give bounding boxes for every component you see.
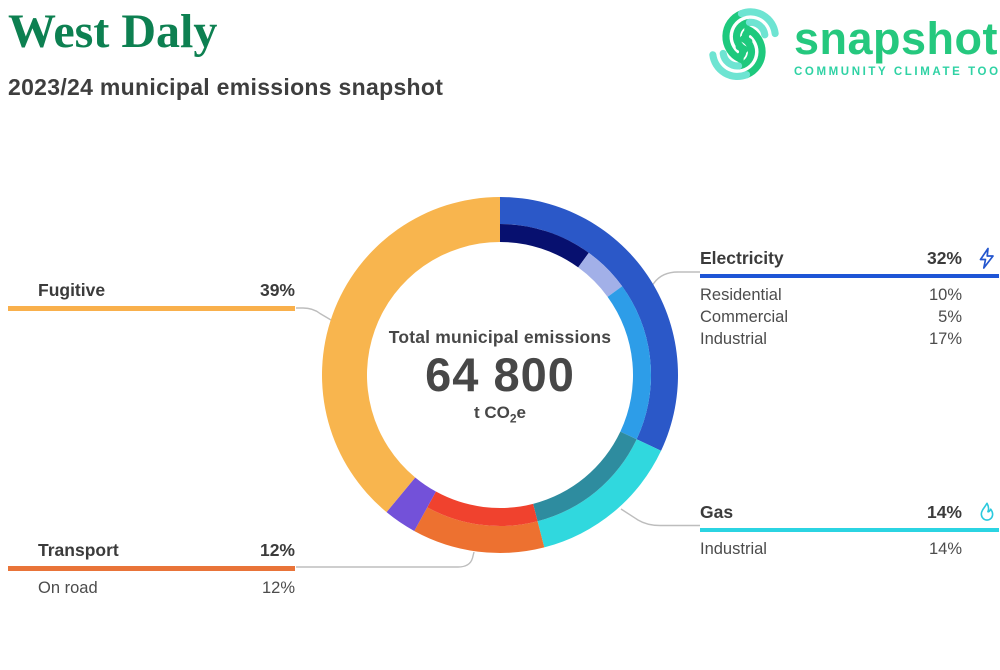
unit-subscript: 2	[509, 411, 517, 426]
legend-block-transport: Transport 12% On road 12%	[8, 538, 295, 599]
callout-line-transport	[296, 551, 475, 568]
legend-subrow: Industrial 14%	[700, 538, 962, 560]
legend-subrow: Commercial 5%	[700, 306, 962, 328]
legend-pct-electricity: 32%	[926, 247, 962, 268]
legend-rule-fugitive	[8, 306, 295, 311]
subrow-label: Residential	[700, 286, 782, 304]
legend-header-transport: Transport 12%	[8, 538, 295, 562]
unit-prefix: t CO	[473, 403, 510, 422]
legend-header-fugitive: Fugitive 39%	[8, 278, 295, 302]
donut-segment-fugitive[interactable]	[322, 197, 500, 513]
subrow-label: Industrial	[700, 540, 767, 558]
legend-label-fugitive: Fugitive	[38, 279, 106, 300]
subrow-label: On road	[38, 579, 98, 597]
donut-segment-other[interactable]	[386, 477, 436, 531]
subrow-value: 12%	[261, 579, 295, 597]
page-subtitle: 2023/24 municipal emissions snapshot	[8, 74, 444, 100]
legend-subrow: On road 12%	[38, 577, 295, 599]
donut-subsegment-on-road[interactable]	[427, 491, 538, 527]
legend-rule-transport	[8, 566, 295, 571]
snapshot-logo: snapshot COMMUNITY CLIMATE TOOL	[706, 4, 1000, 90]
callout-line-electricity	[648, 271, 700, 291]
legend-subrows-gas: Industrial 14%	[700, 538, 999, 560]
donut-subsegment-commercial[interactable]	[578, 252, 623, 297]
subrow-label: Commercial	[700, 308, 789, 326]
legend-subrows-transport: On road 12%	[8, 577, 295, 599]
subrow-value: 5%	[938, 308, 962, 326]
donut-segment-gas[interactable]	[537, 439, 662, 548]
donut-segment-transport[interactable]	[414, 507, 545, 554]
total-emissions-label: Total municipal emissions	[388, 327, 612, 347]
legend-header-gas: Gas 14%	[700, 500, 999, 524]
total-emissions-unit: t CO2e	[350, 403, 650, 425]
legend-subrows-electricity: Residential 10% Commercial 5% Industrial…	[700, 284, 999, 350]
legend-label-gas: Gas	[700, 501, 734, 522]
legend-block-fugitive: Fugitive 39%	[8, 278, 295, 311]
donut-subsegment-industrial[interactable]	[607, 286, 652, 440]
snapshot-logo-text: snapshot COMMUNITY CLIMATE TOOL	[794, 4, 1000, 78]
legend-header-electricity: Electricity 32%	[700, 246, 999, 270]
legend-label-transport: Transport	[38, 539, 119, 560]
legend-label-electricity: Electricity	[700, 247, 784, 268]
legend-pct-gas: 14%	[926, 501, 962, 522]
callout-line-gas	[620, 508, 700, 527]
legend-subrow: Industrial 17%	[700, 328, 962, 350]
donut-subsegment-residential[interactable]	[500, 224, 589, 268]
train-icon	[0, 535, 3, 567]
snapshot-logo-icon	[709, 8, 779, 80]
legend-rule-gas	[700, 528, 999, 532]
flame-icon	[973, 500, 999, 525]
callout-line-fugitive	[296, 307, 332, 321]
total-emissions-value: 64 800	[425, 348, 575, 401]
subrow-value: 17%	[928, 330, 962, 348]
subrow-value: 14%	[928, 540, 962, 558]
page-title: West Daly	[8, 5, 218, 58]
logo-wordmark: snapshot	[794, 13, 999, 64]
lightning-bolt-icon	[973, 246, 999, 271]
donut-center-text: Total municipal emissions 64 800 t CO2e	[350, 327, 650, 425]
oil-derrick-icon	[0, 275, 3, 309]
donut-subsegment-industrial[interactable]	[533, 431, 637, 522]
logo-tagline: COMMUNITY CLIMATE TOOL	[794, 66, 1000, 78]
legend-block-gas: Gas 14% Industrial 14%	[700, 500, 999, 560]
legend-pct-fugitive: 39%	[259, 279, 295, 300]
donut-segment-electricity[interactable]	[500, 196, 679, 451]
subrow-label: Industrial	[700, 330, 767, 348]
subrow-value: 10%	[928, 286, 962, 304]
legend-subrow: Residential 10%	[700, 284, 962, 306]
legend-rule-electricity	[700, 274, 999, 278]
unit-suffix: e	[516, 403, 527, 422]
legend-pct-transport: 12%	[259, 539, 295, 560]
legend-block-electricity: Electricity 32% Residential 10% Commerci…	[700, 246, 999, 350]
